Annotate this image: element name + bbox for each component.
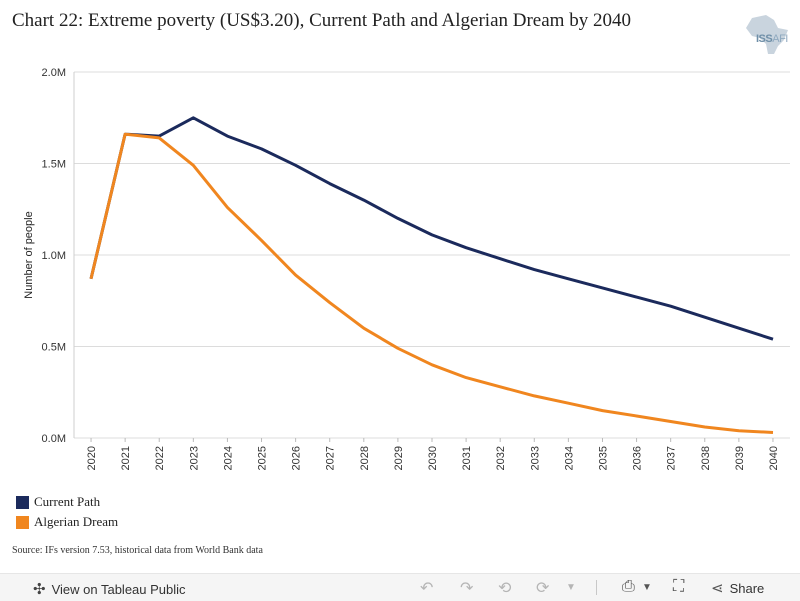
x-tick-label: 2032 — [495, 446, 507, 470]
logo-text-thin: AFI — [772, 33, 788, 45]
y-tick-label: 0.0M — [42, 433, 66, 445]
refresh-dropdown-icon[interactable]: ▼ — [566, 582, 576, 593]
y-tick-label: 2.0M — [42, 67, 66, 79]
chart-title: Chart 22: Extreme poverty (US$3.20), Cur… — [12, 10, 631, 31]
legend-item-current-path[interactable]: Current Path — [16, 492, 118, 512]
x-tick-label: 2038 — [700, 446, 712, 470]
refresh-icon[interactable]: ⟳ — [536, 580, 550, 597]
undo-icon[interactable]: ↶ — [420, 580, 434, 597]
toolbar-divider — [596, 580, 597, 595]
series-line-current-path — [89, 116, 774, 341]
legend-item-algerian-dream[interactable]: Algerian Dream — [16, 512, 118, 532]
x-tick-label: 2029 — [393, 446, 405, 470]
download-icon[interactable]: ⎙ — [622, 578, 635, 595]
x-tick-label: 2030 — [427, 446, 439, 470]
y-tick-label: 0.5M — [42, 342, 66, 354]
x-tick-label: 2040 — [768, 446, 780, 470]
share-icon: ⋖ — [711, 580, 724, 597]
legend-swatch-algerian-dream — [16, 515, 29, 529]
x-tick-label: 2023 — [188, 446, 200, 470]
redo-icon[interactable]: ↷ — [460, 580, 474, 597]
legend-swatch-current-path — [16, 495, 29, 509]
x-tick-label: 2035 — [597, 446, 609, 470]
logo-text-bold: ISS — [756, 33, 773, 45]
x-tick-label: 2026 — [291, 446, 303, 470]
x-tick-label: 2031 — [461, 446, 473, 470]
share-button[interactable]: ⋖ Share — [711, 579, 764, 597]
x-tick-label: 2021 — [120, 446, 132, 470]
revert-icon[interactable]: ⟲ — [498, 580, 512, 597]
tableau-icon: ✣ — [33, 581, 46, 598]
x-tick-label: 2039 — [734, 446, 746, 470]
logo-wordmark: ISSAFI — [756, 33, 788, 45]
tableau-toolbar: ✣ View on Tableau Public ↶ ↷ ⟲ ⟳ ▼ ⎙ ▼ ⛶… — [0, 573, 800, 601]
x-tick-label: 2025 — [257, 446, 269, 470]
series-line-algerian-dream — [89, 132, 774, 434]
x-tick-label: 2027 — [325, 446, 337, 470]
x-tick-label: 2033 — [529, 446, 541, 470]
share-label: Share — [729, 580, 765, 596]
y-tick-label: 1.5M — [42, 159, 66, 171]
x-tick-label: 2028 — [359, 446, 371, 470]
africa-logo-icon — [746, 15, 788, 54]
x-tick-label: 2036 — [632, 446, 644, 470]
legend-label-current-path: Current Path — [34, 494, 101, 509]
source-note: Source: IFs version 7.53, historical dat… — [12, 545, 263, 556]
y-axis-label: Number of people — [23, 211, 35, 298]
x-tick-label: 2024 — [222, 446, 234, 470]
legend-label-algerian-dream: Algerian Dream — [34, 514, 119, 529]
fullscreen-icon[interactable]: ⛶ — [673, 578, 685, 595]
x-tick-label: 2034 — [563, 446, 575, 470]
x-tick-label: 2022 — [154, 446, 166, 470]
legend: Current Path Algerian Dream — [16, 492, 118, 532]
view-on-tableau-label: View on Tableau Public — [51, 581, 186, 597]
line-chart: 0.0M 0.5M 1.0M 1.5M 2.0M 2020 2021 2022 2023 2024… — [23, 67, 790, 470]
x-tick-label: 2020 — [86, 446, 98, 470]
download-dropdown-icon[interactable]: ▼ — [642, 582, 652, 593]
x-tick-label: 2037 — [666, 446, 678, 470]
y-tick-label: 1.0M — [42, 250, 66, 262]
view-on-tableau-link[interactable]: ✣ View on Tableau Public — [33, 580, 186, 598]
